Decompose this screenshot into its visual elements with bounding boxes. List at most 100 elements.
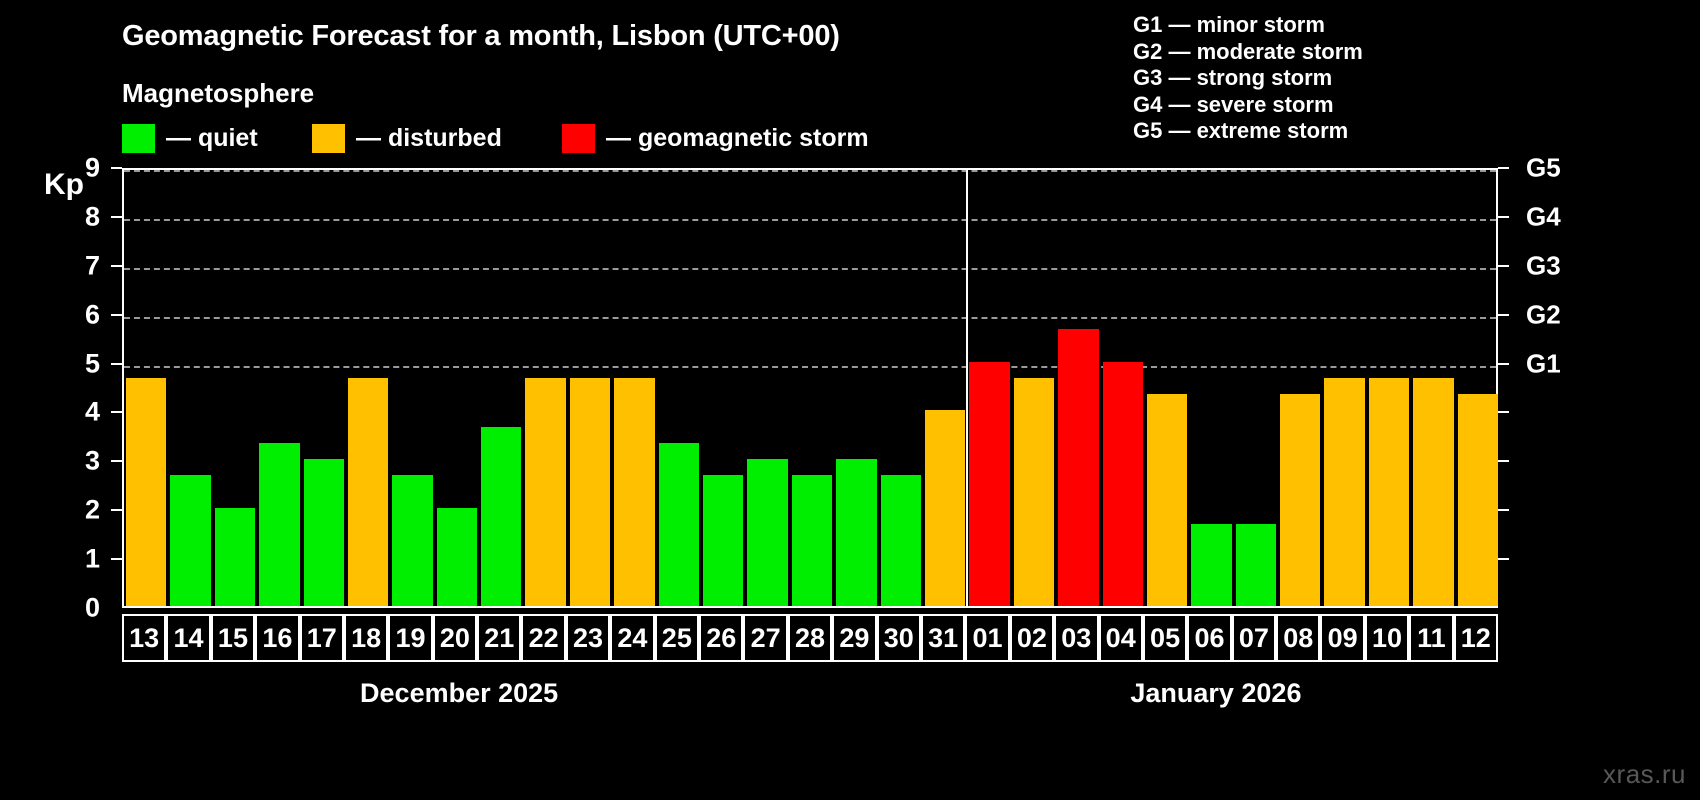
- y-tick-label-9: 9: [84, 152, 100, 183]
- quiet-legend: — quiet: [122, 122, 258, 154]
- day-label-27[interactable]: 27: [743, 614, 788, 662]
- quiet-legend-swatch-icon: [122, 123, 155, 153]
- day-label-22[interactable]: 22: [521, 614, 566, 662]
- g-minor-tick-2: [1498, 509, 1509, 512]
- g-axis-label-G5: G5: [1526, 152, 1561, 183]
- day-label-01[interactable]: 01: [965, 614, 1010, 662]
- day-label-24[interactable]: 24: [610, 614, 655, 662]
- day-label-11[interactable]: 11: [1409, 614, 1454, 662]
- bar-15: [214, 508, 256, 606]
- magnetosphere-label: Magnetosphere: [122, 78, 315, 108]
- g-tick-mark-G5: [1498, 167, 1509, 169]
- bar-18: [347, 377, 389, 606]
- day-label-21[interactable]: 21: [477, 614, 522, 662]
- day-label-20[interactable]: 20: [432, 614, 478, 662]
- quiet-legend-text: — quiet: [166, 123, 258, 152]
- y-tick-mark-1: [111, 558, 122, 561]
- bar-11: [1413, 377, 1454, 606]
- gridline-kp-6: [124, 316, 1496, 319]
- day-label-10[interactable]: 10: [1364, 614, 1410, 662]
- day-label-18[interactable]: 18: [343, 614, 389, 662]
- bars-layer: [124, 170, 1498, 606]
- disturbed-legend-swatch-icon: [312, 123, 345, 153]
- day-label-25[interactable]: 25: [654, 614, 700, 662]
- y-tick-label-2: 2: [84, 494, 100, 525]
- bar-09: [1324, 377, 1365, 606]
- day-label-06[interactable]: 06: [1187, 614, 1232, 662]
- bar-10: [1368, 377, 1410, 606]
- y-axis: 0 1 2 3 4 5 6 7 8 9: [0, 153, 122, 623]
- disturbed-legend-text: — disturbed: [356, 123, 502, 152]
- plot-area: [124, 170, 1498, 606]
- g-scale-axis: G1 G2 G3 G4 G5: [1498, 153, 1618, 608]
- month-caption-2: January 2026: [1130, 678, 1302, 708]
- day-label-09[interactable]: 09: [1320, 614, 1365, 662]
- day-label-08[interactable]: 08: [1276, 614, 1321, 662]
- day-label-05[interactable]: 05: [1142, 614, 1188, 662]
- y-tick-mark-8: [111, 215, 122, 218]
- day-label-13[interactable]: 13: [122, 614, 167, 662]
- y-tick-label-3: 3: [84, 445, 100, 476]
- day-label-31[interactable]: 31: [920, 614, 966, 662]
- g-axis-label-G2: G2: [1526, 299, 1561, 330]
- bar-28: [791, 475, 833, 606]
- day-label-03[interactable]: 03: [1054, 614, 1099, 662]
- plot-frame: [122, 168, 1498, 608]
- y-tick-mark-6: [111, 313, 122, 316]
- day-label-29[interactable]: 29: [832, 614, 877, 662]
- y-tick-mark-7: [111, 264, 122, 267]
- y-tick-label-5: 5: [84, 348, 100, 379]
- g-tick-mark-G3: [1498, 264, 1509, 267]
- gridline-kp-5: [124, 365, 1496, 368]
- g-scale-line-3: G3 — strong storm: [1133, 65, 1333, 90]
- g-scale-line-2: G2 — moderate storm: [1133, 38, 1363, 64]
- bar-23: [569, 377, 611, 606]
- month-divider-line: [966, 170, 969, 606]
- g-scale-legend: G1 — minor storm G2 — moderate storm G3 — …: [1133, 12, 1363, 145]
- bar-07: [1235, 524, 1277, 606]
- g-tick-mark-G1: [1498, 362, 1509, 365]
- bar-19: [392, 475, 433, 606]
- storm-legend-text: — geomagnetic storm: [606, 123, 869, 152]
- bar-31: [924, 410, 966, 606]
- day-label-02[interactable]: 02: [1009, 614, 1055, 662]
- day-label-17[interactable]: 17: [299, 614, 344, 662]
- day-label-23[interactable]: 23: [565, 614, 611, 662]
- bar-14: [170, 475, 211, 606]
- bar-01: [969, 361, 1010, 606]
- day-label-14[interactable]: 14: [166, 614, 211, 662]
- bar-20: [436, 508, 478, 606]
- gridline-kp-9: [124, 170, 1496, 172]
- day-label-12[interactable]: 12: [1453, 614, 1498, 662]
- bar-29: [836, 459, 877, 606]
- bar-17: [303, 459, 344, 606]
- g-minor-tick-4: [1498, 411, 1509, 414]
- color-legend: — quiet — disturbed — geomagnetic storm: [122, 122, 1022, 154]
- g-tick-mark-G4: [1498, 215, 1509, 218]
- y-tick-mark-9: [111, 167, 122, 169]
- day-label-15[interactable]: 15: [210, 614, 256, 662]
- day-label-30[interactable]: 30: [876, 614, 921, 662]
- g-axis-label-G1: G1: [1526, 348, 1561, 379]
- day-label-28[interactable]: 28: [787, 614, 833, 662]
- bar-16: [259, 443, 300, 606]
- bar-25: [658, 443, 700, 606]
- day-label-04[interactable]: 04: [1098, 614, 1143, 662]
- y-tick-label-0: 0: [84, 592, 100, 623]
- y-tick-mark-4: [111, 411, 122, 414]
- day-label-26[interactable]: 26: [699, 614, 744, 662]
- month-caption-1: December 2025: [360, 678, 559, 708]
- disturbed-legend: — disturbed: [312, 122, 502, 154]
- g-scale-line-5: G5 — extreme storm: [1133, 118, 1349, 143]
- day-label-16[interactable]: 16: [255, 614, 300, 662]
- bar-05: [1146, 394, 1188, 606]
- day-label-07[interactable]: 07: [1231, 614, 1277, 662]
- bar-04: [1102, 361, 1143, 606]
- g-tick-mark-G2: [1498, 313, 1509, 316]
- gridline-kp-7: [124, 267, 1496, 270]
- y-tick-label-8: 8: [84, 201, 100, 232]
- bar-27: [747, 459, 788, 606]
- day-label-19[interactable]: 19: [388, 614, 433, 662]
- y-tick-mark-2: [111, 509, 122, 512]
- g-axis-label-G4: G4: [1526, 201, 1561, 232]
